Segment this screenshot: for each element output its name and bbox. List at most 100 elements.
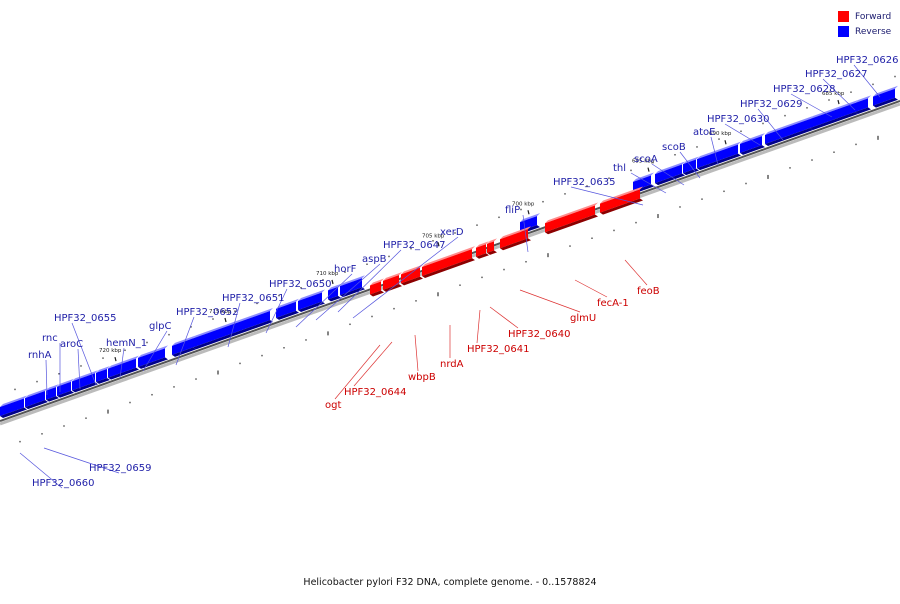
reverse-gene-16	[193, 308, 273, 350]
reverse-gene-18-face	[138, 348, 165, 367]
reverse-gene-24	[25, 388, 48, 410]
forward-gene-8-face	[383, 275, 399, 290]
reverse-gene-12-shade	[340, 287, 365, 298]
leader-line	[724, 123, 761, 146]
forward-gene-5-top	[476, 241, 489, 248]
gene-label-reverse: fliP	[505, 205, 520, 216]
leader-line	[489, 306, 519, 329]
tick-label: 710 kbp	[316, 271, 339, 277]
leader-line	[45, 359, 48, 396]
reverse-gene-17-face	[172, 338, 193, 355]
forward-gene-4-shade	[487, 250, 497, 255]
forward-gene-3-face	[500, 229, 528, 249]
reverse-gene-7-top	[697, 152, 711, 160]
forward-gene-8-shade	[383, 284, 402, 292]
gene-label-reverse: HPF32_0659	[89, 463, 151, 474]
reverse-gene-24-shade	[25, 400, 48, 410]
gene-label-reverse: HPF32_0650	[269, 279, 331, 290]
reverse-gene-16-face	[193, 311, 270, 348]
reverse-gene-21-face	[72, 373, 95, 391]
forward-gene-4	[487, 238, 497, 255]
reverse-gene-16-shade	[193, 320, 273, 350]
reverse-gene-3	[810, 100, 858, 130]
reverse-gene-17	[172, 335, 196, 357]
reverse-gene-14-shade	[298, 301, 325, 313]
leader-line	[175, 316, 195, 366]
reverse-gene-19-shade	[108, 367, 139, 380]
leader-line	[853, 64, 881, 98]
reverse-gene-1	[873, 85, 898, 108]
reverse-gene-4	[765, 116, 813, 146]
forward-gene-5-face	[476, 244, 486, 257]
reverse-gene-18-top	[138, 345, 168, 358]
forward-swatch	[838, 11, 849, 22]
reverse-gene-5	[740, 133, 765, 155]
forward-gene-1-top	[600, 186, 643, 204]
leader-line	[822, 78, 856, 111]
gene-label-reverse: thl	[613, 163, 626, 174]
reverse-gene-24-top	[25, 388, 48, 399]
leader-line	[43, 447, 120, 474]
leader-line	[570, 186, 644, 206]
tick-mark	[647, 167, 650, 172]
gene-label-reverse: HPF32_0635	[553, 177, 615, 188]
reverse-gene-20-face	[96, 368, 107, 382]
reverse-gene-19-top	[108, 355, 139, 369]
reverse-gene-2-face	[855, 98, 868, 112]
tick-label: 720 kbp	[99, 348, 122, 354]
gene-label-reverse: rnc	[42, 333, 58, 344]
reverse-gene-19-face	[108, 358, 136, 378]
reverse-gene-1-top	[873, 85, 898, 97]
reverse-gene-18	[138, 345, 168, 369]
reverse-gene-16-top	[193, 308, 273, 339]
tick-label: 695 kbp	[632, 159, 655, 165]
reverse-gene-23-face	[46, 387, 56, 400]
reverse-gene-25-face	[0, 398, 24, 416]
reverse-gene-23-shade	[46, 396, 59, 402]
leader-line	[71, 322, 97, 386]
gene-label-reverse: HPF32_0630	[707, 114, 769, 125]
leader-line	[710, 136, 719, 166]
forward-gene-5-shade	[476, 253, 489, 259]
reverse-gene-2-top	[855, 95, 871, 103]
leader-line	[334, 344, 381, 400]
gene-label-reverse: HPF32_0647	[383, 240, 445, 251]
gene-label-reverse: scoA	[634, 154, 658, 165]
reverse-gene-22	[57, 378, 74, 398]
tick-label: 685 kbp	[822, 91, 845, 97]
leader-line	[476, 309, 481, 344]
gene-label-reverse: glpC	[149, 321, 171, 332]
reverse-swatch	[838, 26, 849, 37]
forward-gene-1-face	[600, 189, 640, 213]
reverse-gene-2-shade	[855, 107, 871, 114]
reverse-gene-10-top	[633, 172, 654, 182]
reverse-gene-1-shade	[873, 97, 898, 108]
leader-line	[519, 289, 581, 313]
reverse-gene-5-face	[740, 136, 762, 153]
reverse-gene-3-shade	[810, 112, 858, 130]
reverse-gene-25-shade	[0, 407, 27, 418]
gene-label-forward: glmU	[570, 313, 596, 324]
reverse-gene-15	[276, 298, 299, 320]
forward-gene-3-shade	[500, 238, 531, 251]
forward-gene-7-top	[401, 264, 423, 275]
forward-gene-9	[370, 278, 384, 297]
forward-gene-7	[401, 264, 423, 286]
leader-line	[790, 93, 833, 118]
forward-gene-4-top	[487, 238, 497, 244]
reverse-gene-25-top	[0, 395, 27, 407]
forward-gene-2-top	[545, 202, 598, 224]
legend-forward: Forward	[838, 9, 891, 24]
forward-gene-6-shade	[422, 258, 475, 278]
reverse-gene-8-top	[683, 156, 699, 165]
reverse-gene-12-face	[340, 278, 362, 296]
leader-line	[295, 273, 353, 328]
forward-gene-6-face	[422, 249, 472, 276]
leader-line	[265, 288, 288, 334]
reverse-gene-14-face	[298, 292, 322, 311]
reverse-gene-10-face	[633, 175, 651, 191]
tick-mark	[837, 99, 840, 105]
reverse-gene-13-shade	[328, 295, 341, 302]
reverse-gene-4-face	[765, 119, 810, 144]
